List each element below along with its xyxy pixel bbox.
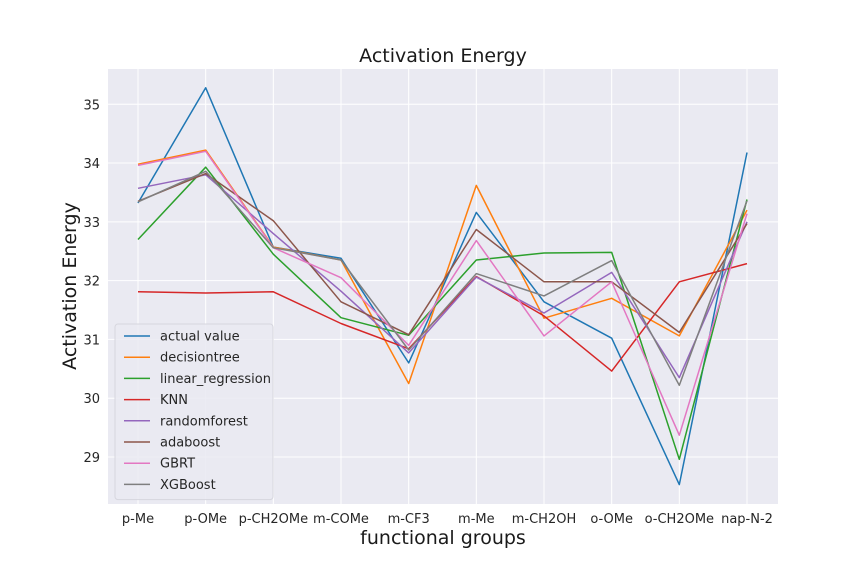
x-tick-label: p-CH2OMe xyxy=(239,512,309,527)
series-line-linear-regression xyxy=(137,166,748,461)
y-tick-labels: 29 30 31 32 33 34 35 xyxy=(83,98,100,466)
legend: actual value decisiontree linear_regressio… xyxy=(114,323,274,501)
series-line-randomforest xyxy=(137,174,748,379)
legend-label: randomforest xyxy=(160,414,248,429)
x-axis-title: functional groups xyxy=(360,527,526,549)
x-tick-label: m-COMe xyxy=(313,512,369,527)
x-tick-label: nap-N-2 xyxy=(721,512,773,527)
legend-label: decisiontree xyxy=(160,351,240,366)
y-tick-label: 35 xyxy=(83,98,100,113)
series-lines xyxy=(137,87,748,486)
x-tick-label: o-CH2OMe xyxy=(645,512,714,527)
chart-title: Activation Energy xyxy=(359,45,527,67)
y-tick-label: 32 xyxy=(83,275,100,290)
y-axis-title: Activation Energy xyxy=(59,202,81,370)
legend-label: linear_regression xyxy=(160,372,271,387)
x-tick-label: o-OMe xyxy=(590,512,633,527)
x-tick-label: m-Me xyxy=(458,512,495,527)
legend-label: XGBoost xyxy=(160,478,216,493)
y-tick-label: 30 xyxy=(83,392,100,407)
x-tick-label: p-OMe xyxy=(184,512,227,527)
legend-label: actual value xyxy=(160,330,240,345)
series-line-actual-value xyxy=(137,87,748,486)
y-tick-label: 31 xyxy=(83,333,100,348)
legend-label: adaboost xyxy=(160,436,220,451)
series-line-xgboost xyxy=(137,170,748,387)
legend-box xyxy=(114,323,274,501)
series-line-adaboost xyxy=(137,172,748,336)
x-tick-labels: p-Me p-OMe p-CH2OMe m-COMe m-CF3 m-Me m-CH2OH o… xyxy=(122,512,773,527)
x-tick-label: m-CH2OH xyxy=(512,512,577,527)
y-tick-label: 29 xyxy=(83,451,100,466)
y-tick-label: 33 xyxy=(83,216,100,231)
x-tick-label: m-CF3 xyxy=(388,512,430,527)
y-tick-label: 34 xyxy=(83,157,100,172)
legend-label: GBRT xyxy=(160,457,195,472)
x-tick-label: p-Me xyxy=(122,512,154,527)
series-line-gbrt xyxy=(137,150,748,436)
legend-label: KNN xyxy=(160,393,188,408)
